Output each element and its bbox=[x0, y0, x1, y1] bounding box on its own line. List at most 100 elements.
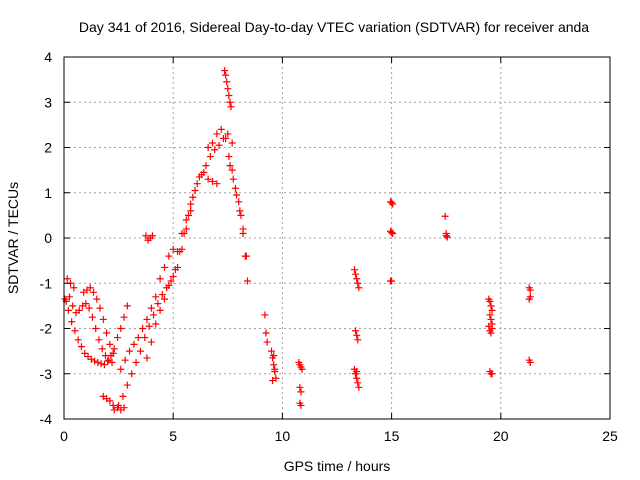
data-point bbox=[156, 275, 164, 283]
series-cluster-13-4 bbox=[350, 266, 363, 391]
data-point bbox=[354, 336, 362, 344]
data-point bbox=[271, 365, 279, 373]
data-point bbox=[81, 349, 89, 357]
data-point bbox=[178, 229, 186, 237]
data-point bbox=[114, 334, 122, 342]
series-cluster-10-8 bbox=[295, 358, 306, 409]
data-point bbox=[269, 377, 277, 385]
data-point bbox=[202, 162, 210, 170]
chart-title: Day 341 of 2016, Sidereal Day-to-day VTE… bbox=[79, 19, 589, 35]
data-point bbox=[526, 358, 534, 366]
x-tick-label: 15 bbox=[384, 428, 400, 444]
data-point bbox=[206, 153, 214, 161]
data-point bbox=[191, 186, 199, 194]
data-point bbox=[204, 144, 212, 151]
data-point bbox=[74, 336, 82, 344]
data-point bbox=[123, 302, 131, 310]
data-point bbox=[237, 211, 245, 219]
data-point bbox=[167, 277, 175, 285]
data-point bbox=[165, 282, 173, 290]
data-point bbox=[441, 212, 449, 220]
data-point bbox=[488, 325, 496, 332]
data-point bbox=[69, 302, 77, 310]
data-point bbox=[215, 141, 223, 149]
data-point bbox=[353, 374, 361, 382]
data-point bbox=[68, 318, 76, 326]
data-point bbox=[91, 357, 99, 365]
data-point bbox=[152, 293, 160, 301]
data-point bbox=[71, 327, 79, 335]
data-point bbox=[261, 311, 269, 319]
data-point bbox=[388, 229, 396, 237]
data-point bbox=[442, 232, 450, 240]
ticks-layer bbox=[63, 56, 611, 420]
data-point bbox=[228, 166, 236, 174]
data-point bbox=[193, 180, 201, 188]
data-point bbox=[389, 200, 397, 208]
data-point bbox=[224, 130, 232, 138]
data-point bbox=[120, 404, 128, 412]
y-tick-label: -1 bbox=[40, 275, 53, 291]
data-point bbox=[169, 272, 177, 280]
y-tick-label: -3 bbox=[40, 366, 53, 382]
data-point bbox=[226, 162, 234, 170]
data-point bbox=[100, 361, 108, 369]
data-point bbox=[174, 248, 182, 256]
data-point bbox=[165, 252, 173, 260]
data-point bbox=[209, 177, 217, 185]
data-point bbox=[486, 311, 494, 319]
data-point bbox=[243, 277, 251, 285]
data-point bbox=[354, 379, 362, 387]
series-peak-7h bbox=[221, 67, 235, 111]
data-point bbox=[353, 367, 361, 375]
series-cluster-15 bbox=[387, 198, 397, 285]
data-point bbox=[217, 125, 225, 133]
data-point bbox=[296, 383, 304, 391]
data-point bbox=[488, 306, 496, 314]
data-point bbox=[158, 291, 166, 299]
data-point bbox=[99, 315, 107, 323]
data-point bbox=[352, 327, 360, 335]
y-tick-label: 0 bbox=[44, 230, 52, 246]
data-point bbox=[96, 304, 104, 312]
data-point bbox=[139, 325, 147, 332]
series-cluster-4h bbox=[142, 232, 156, 244]
data-point bbox=[106, 397, 114, 405]
data-point bbox=[297, 388, 305, 396]
x-tick-label: 5 bbox=[169, 428, 177, 444]
data-point bbox=[130, 340, 138, 348]
data-point bbox=[225, 91, 233, 99]
data-point bbox=[160, 295, 168, 303]
data-point bbox=[204, 175, 212, 183]
data-point bbox=[488, 370, 496, 378]
data-point bbox=[389, 229, 397, 237]
data-point bbox=[147, 304, 155, 312]
data-point bbox=[221, 67, 229, 75]
data-point bbox=[213, 180, 221, 188]
data-point bbox=[70, 284, 78, 292]
series-cluster-21-3 bbox=[525, 284, 534, 366]
data-point bbox=[224, 85, 232, 93]
data-point bbox=[229, 175, 237, 183]
data-point bbox=[136, 347, 144, 355]
data-point bbox=[270, 352, 278, 360]
data-point bbox=[235, 198, 243, 206]
data-point bbox=[226, 98, 234, 106]
data-point bbox=[121, 356, 129, 364]
data-point bbox=[209, 139, 217, 147]
data-point bbox=[103, 329, 111, 337]
series-arc-c bbox=[80, 284, 117, 357]
data-point bbox=[267, 347, 275, 355]
data-point bbox=[152, 320, 160, 328]
data-point bbox=[117, 325, 125, 332]
data-point bbox=[148, 232, 156, 240]
data-point bbox=[526, 293, 534, 301]
data-point bbox=[211, 146, 219, 154]
data-point bbox=[355, 284, 363, 292]
data-point bbox=[64, 306, 72, 314]
series-rise-3 bbox=[143, 207, 195, 362]
data-point bbox=[355, 383, 363, 391]
data-point bbox=[353, 331, 361, 339]
data-point bbox=[128, 370, 136, 378]
